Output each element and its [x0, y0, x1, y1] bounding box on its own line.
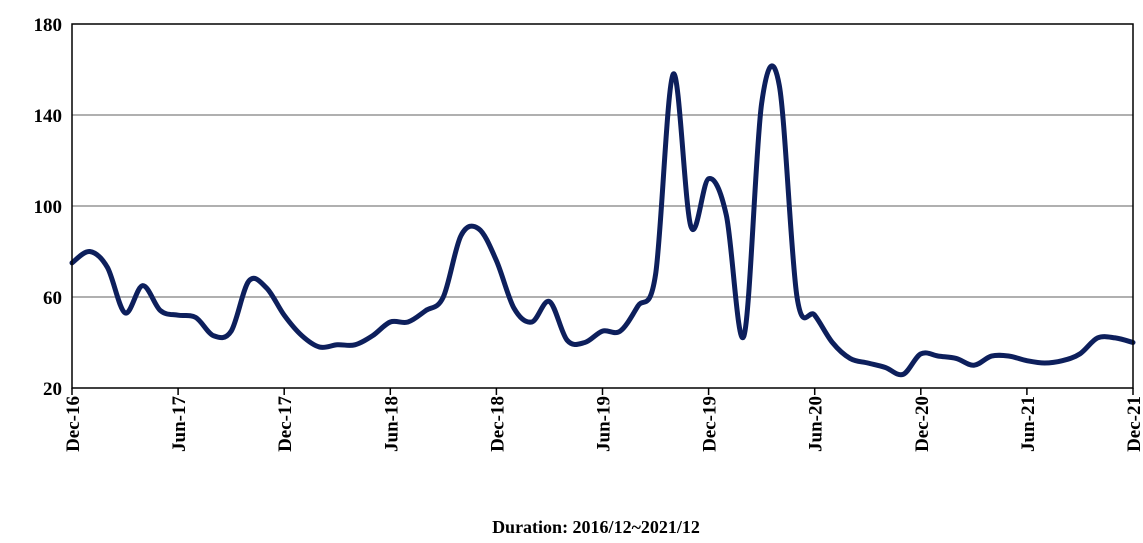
x-tick-label: Jun-19 — [594, 396, 615, 452]
y-axis-ticks: 20 60 100 140 180 — [34, 15, 63, 400]
x-tick-label: Dec-16 — [63, 396, 84, 452]
y-tick-label: 180 — [34, 15, 63, 36]
x-tick-label: Dec-19 — [700, 396, 721, 452]
x-axis-label: Duration: 2016/12~2021/12 — [492, 517, 700, 537]
x-tick-label: Jun-20 — [806, 396, 827, 452]
series-line — [69, 63, 1136, 378]
plot-frame — [71, 23, 1134, 389]
y-tick-label: 20 — [43, 379, 62, 400]
grid-lines — [72, 114, 1133, 298]
x-tick-label: Jun-18 — [381, 396, 402, 452]
y-tick-label: 100 — [34, 197, 63, 218]
x-tick-label: Dec-20 — [912, 396, 933, 452]
y-tick-label: 140 — [34, 106, 63, 127]
x-tick-label: Dec-21 — [1124, 396, 1143, 452]
x-axis-ticks: Dec-16 Jun-17 Dec-17 Jun-18 Dec-18 Jun-19 Dec-… — [63, 388, 1143, 452]
x-tick-label: Dec-17 — [275, 396, 296, 452]
y-tick-label: 60 — [43, 288, 62, 309]
x-tick-label: Jun-17 — [169, 396, 190, 452]
x-tick-label: Dec-18 — [487, 396, 508, 452]
x-tick-label: Jun-21 — [1018, 396, 1039, 452]
